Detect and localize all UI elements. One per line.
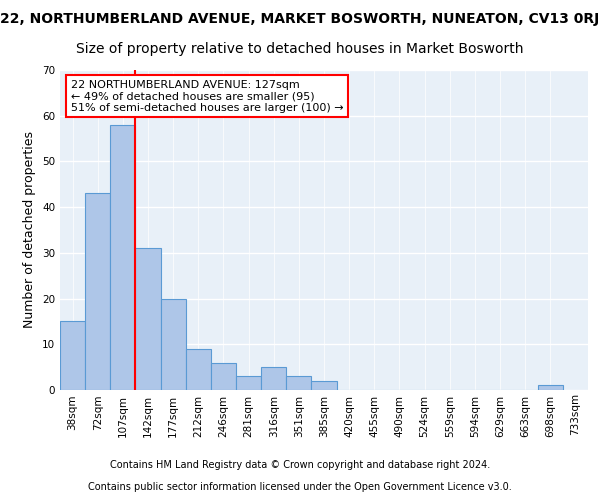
Bar [538,386,563,390]
Bar [311,381,337,390]
Bar [136,248,161,390]
Text: 733sqm: 733sqm [571,393,580,436]
Bar [211,362,236,390]
Text: Contains public sector information licensed under the Open Government Licence v3: Contains public sector information licen… [88,482,512,492]
Y-axis label: Number of detached properties: Number of detached properties [23,132,37,328]
Text: 22, NORTHUMBERLAND AVENUE, MARKET BOSWORTH, NUNEATON, CV13 0RJ: 22, NORTHUMBERLAND AVENUE, MARKET BOSWOR… [1,12,599,26]
Text: 22 NORTHUMBERLAND AVENUE: 127sqm
← 49% of detached houses are smaller (95)
51% o: 22 NORTHUMBERLAND AVENUE: 127sqm ← 49% o… [71,80,343,113]
Bar [236,376,261,390]
Bar [60,322,85,390]
Text: Contains HM Land Registry data © Crown copyright and database right 2024.: Contains HM Land Registry data © Crown c… [110,460,490,470]
Bar [110,125,136,390]
Bar [261,367,286,390]
Bar [286,376,311,390]
Bar [161,298,186,390]
Text: Size of property relative to detached houses in Market Bosworth: Size of property relative to detached ho… [76,42,524,56]
Bar [85,194,110,390]
Bar [186,349,211,390]
